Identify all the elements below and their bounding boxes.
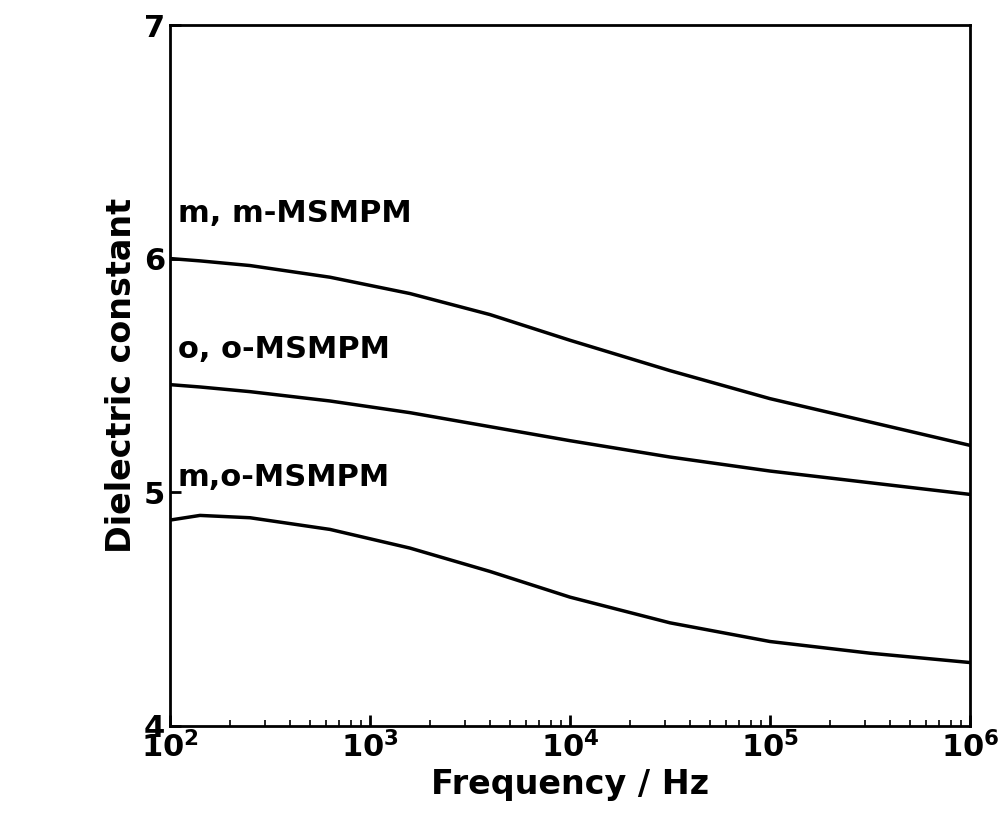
Text: m,o-MSMPM: m,o-MSMPM — [178, 463, 390, 492]
X-axis label: Frequency / Hz: Frequency / Hz — [431, 768, 709, 801]
Text: o, o-MSMPM: o, o-MSMPM — [178, 334, 390, 364]
Text: m, m-MSMPM: m, m-MSMPM — [178, 199, 412, 229]
Y-axis label: Dielectric constant: Dielectric constant — [105, 198, 138, 553]
